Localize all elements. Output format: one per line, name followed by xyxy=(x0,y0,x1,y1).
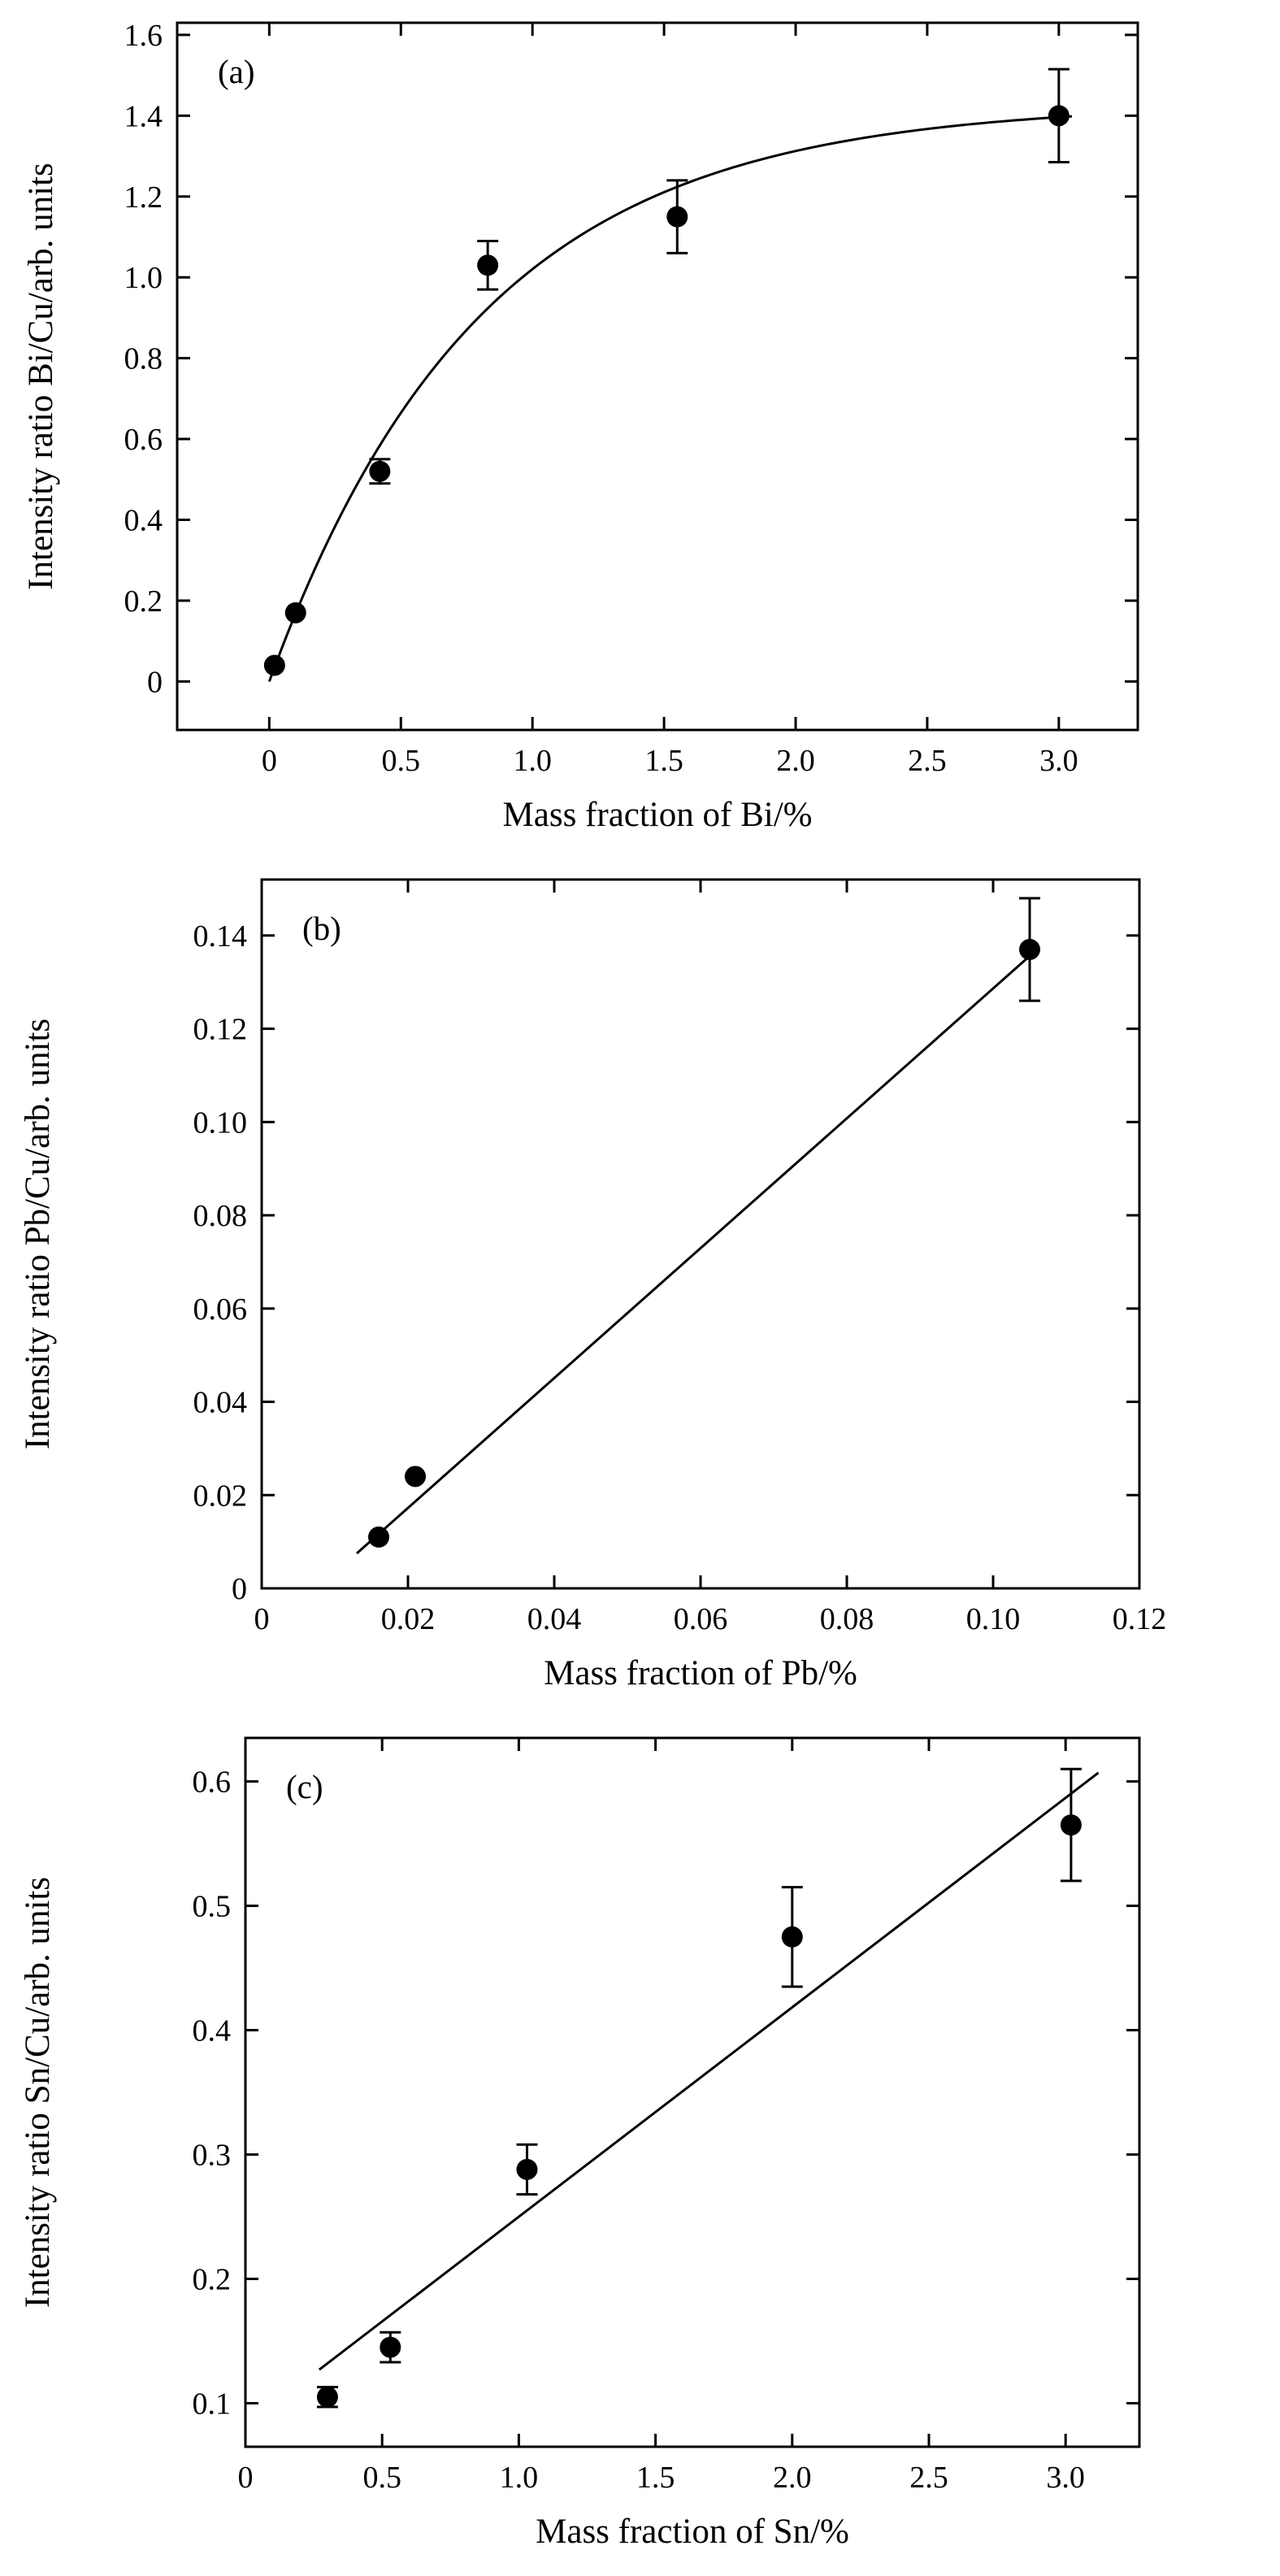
x-tick-label: 0.08 xyxy=(820,1602,874,1636)
data-point xyxy=(1048,105,1070,127)
data-point xyxy=(1060,1814,1082,1836)
fit-line xyxy=(267,115,1073,682)
y-tick-label: 0.5 xyxy=(193,1890,232,1924)
axes-box xyxy=(260,878,1141,1590)
data-point xyxy=(369,460,391,482)
data-point xyxy=(405,1466,426,1488)
x-tick-label: 2.0 xyxy=(776,744,815,778)
y-tick-label: 1.4 xyxy=(124,99,163,133)
x-tick-label: 0.02 xyxy=(381,1602,436,1636)
y-tick-label: 0.2 xyxy=(124,584,163,619)
x-tick-label: 0 xyxy=(262,744,277,778)
data-point xyxy=(263,654,285,676)
y-tick-label: 0.3 xyxy=(193,2138,232,2172)
data-point xyxy=(516,2158,538,2180)
y-tick-label: 0.14 xyxy=(193,919,248,954)
x-tick-label: 1.0 xyxy=(500,2461,539,2495)
data-point xyxy=(380,2336,401,2358)
x-axis-title: Mass fraction of Bi/% xyxy=(503,796,813,834)
x-tick-label: 0.5 xyxy=(362,2461,401,2495)
x-tick-label: 0.04 xyxy=(527,1602,582,1636)
x-tick-label: 2.0 xyxy=(773,2461,812,2495)
y-tick-label: 0.08 xyxy=(193,1199,248,1233)
y-axis-title: Intensity ratio Sn/Cu/arb. units xyxy=(19,1877,57,2308)
panel-b-chart: 0 0.02 0.04 0.06 0.08 0.10 0.12 0 0.02 0.04 0.06 0.… xyxy=(19,878,1167,1692)
y-tick-label: 0 xyxy=(147,665,163,699)
y-tick-label: 1.0 xyxy=(124,261,163,295)
y-tick-label: 0 xyxy=(232,1572,247,1606)
y-tick-label: 0.12 xyxy=(193,1013,248,1047)
x-tick-label: 0.5 xyxy=(382,744,421,778)
x-tick-label: 1.5 xyxy=(636,2461,675,2495)
axes-box xyxy=(176,21,1139,732)
x-tick-label: 2.5 xyxy=(908,744,947,778)
y-tick-label: 0.2 xyxy=(193,2262,232,2296)
y-tick-label: 0.4 xyxy=(124,503,163,537)
fit-line xyxy=(318,1771,1100,2371)
x-tick-label: 0 xyxy=(238,2461,254,2495)
data-point xyxy=(781,1926,803,1948)
x-tick-label: 0.06 xyxy=(674,1602,728,1636)
x-tick-label: 3.0 xyxy=(1039,744,1078,778)
data-point xyxy=(368,1526,389,1548)
x-tick-label: 2.5 xyxy=(909,2461,948,2495)
x-axis-title: Mass fraction of Pb/% xyxy=(544,1654,857,1692)
y-tick-label: 1.6 xyxy=(124,19,163,53)
axes-box xyxy=(244,1736,1141,2448)
y-tick-label: 0.04 xyxy=(193,1386,248,1420)
y-axis-title: Intensity ratio Pb/Cu/arb. units xyxy=(19,1019,57,1449)
x-tick-label: 0.12 xyxy=(1113,1602,1167,1636)
y-tick-label: 0.1 xyxy=(193,2387,232,2421)
y-tick-label: 0.10 xyxy=(193,1106,248,1140)
y-tick-label: 0.6 xyxy=(193,1766,232,1800)
fit-line xyxy=(356,948,1038,1555)
y-tick-label: 1.2 xyxy=(124,180,163,215)
data-point xyxy=(284,602,306,623)
y-tick-label: 0.8 xyxy=(124,342,163,376)
y-tick-label: 0.6 xyxy=(124,423,163,457)
panel-label: (c) xyxy=(286,1768,323,1805)
data-point xyxy=(1019,939,1040,961)
panel-label: (b) xyxy=(302,910,341,947)
panel-c-chart: 0 0.5 1.0 1.5 2.0 2.5 3.0 0.1 0.2 0.3 0.4 0.5 0.6 Mas… xyxy=(19,1736,1141,2551)
y-tick-label: 0.02 xyxy=(193,1479,248,1513)
x-tick-label: 3.0 xyxy=(1046,2461,1085,2495)
x-tick-label: 0 xyxy=(254,1602,270,1636)
panel-a-chart: 0 0.5 1.0 1.5 2.0 2.5 3.0 0 0.2 0.4 0.6 0.8 1.0 1.2 1.… xyxy=(22,19,1139,834)
data-point xyxy=(477,254,499,276)
x-tick-label: 1.0 xyxy=(513,744,552,778)
panel-label: (a) xyxy=(218,53,255,90)
y-axis-title: Intensity ratio Bi/Cu/arb. units xyxy=(22,163,60,590)
data-point xyxy=(666,206,688,228)
x-tick-label: 1.5 xyxy=(644,744,683,778)
data-point xyxy=(316,2386,338,2408)
x-axis-title: Mass fraction of Sn/% xyxy=(536,2513,849,2551)
y-tick-label: 0.4 xyxy=(193,2014,232,2048)
x-tick-label: 0.10 xyxy=(966,1602,1021,1636)
y-tick-label: 0.06 xyxy=(193,1292,248,1327)
